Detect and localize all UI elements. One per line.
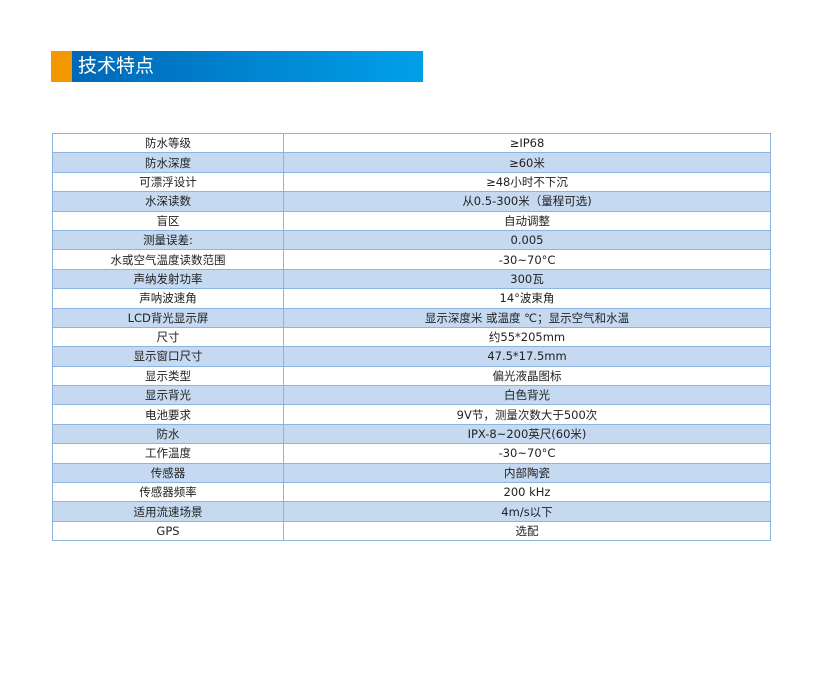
- section-header: 技术特点: [51, 51, 423, 82]
- table-row: 防水深度 ≥60米: [52, 152, 771, 173]
- section-title: 技术特点: [72, 51, 423, 82]
- spec-value: 约55*205mm: [283, 326, 771, 348]
- spec-name: 传感器: [52, 462, 284, 484]
- spec-name: 显示窗口尺寸: [52, 346, 284, 367]
- table-row: LCD背光显示屏 显示深度米 或温度 ℃；显示空气和水温: [52, 307, 771, 328]
- table-row: 适用流速场景 4m/s以下: [52, 501, 771, 522]
- spec-name: 工作温度: [52, 443, 284, 464]
- spec-value: 内部陶瓷: [283, 462, 771, 484]
- spec-value: 0.005: [283, 229, 771, 251]
- table-row: GPS 选配: [52, 520, 771, 542]
- spec-name: LCD背光显示屏: [52, 307, 284, 328]
- spec-value: 偏光液晶图标: [283, 365, 771, 387]
- spec-table: 防水等级 ≥IP68 防水深度 ≥60米 可漂浮设计 ≥48小时不下沉 水深读数 从0.5-3…: [52, 132, 771, 542]
- table-row: 可漂浮设计 ≥48小时不下沉: [52, 171, 771, 193]
- spec-name: 防水深度: [52, 152, 284, 173]
- spec-value: 显示深度米 或温度 ℃；显示空气和水温: [283, 307, 771, 328]
- spec-name: 水深读数: [52, 191, 284, 212]
- spec-name: 测量误差:: [52, 229, 284, 251]
- table-row: 显示窗口尺寸 47.5*17.5mm: [52, 346, 771, 367]
- spec-name: 声纳发射功率: [52, 268, 284, 290]
- spec-value: 9V节，测量次数大于500次: [283, 404, 771, 425]
- spec-value: ≥48小时不下沉: [283, 171, 771, 193]
- table-row: 电池要求 9V节，测量次数大于500次: [52, 404, 771, 425]
- table-row: 防水等级 ≥IP68: [52, 132, 771, 154]
- spec-name: 声呐波速角: [52, 288, 284, 309]
- spec-name: 可漂浮设计: [52, 171, 284, 193]
- spec-value: 白色背光: [283, 385, 771, 406]
- spec-value: 200 kHz: [283, 482, 771, 503]
- table-row: 防水 IPX-8~200英尺(60米): [52, 423, 771, 445]
- table-row: 盲区 自动调整: [52, 210, 771, 231]
- table-row: 声纳发射功率 300瓦: [52, 268, 771, 290]
- spec-value: ≥60米: [283, 152, 771, 173]
- spec-name: 防水等级: [52, 132, 284, 154]
- table-row: 水或空气温度读数范围 -30~70°C: [52, 249, 771, 270]
- table-row: 传感器 内部陶瓷: [52, 462, 771, 484]
- table-row: 显示背光 白色背光: [52, 385, 771, 406]
- spec-value: -30~70°C: [283, 443, 771, 464]
- header-accent: [51, 51, 72, 82]
- spec-value: 14°波束角: [283, 288, 771, 309]
- spec-value: 300瓦: [283, 268, 771, 290]
- spec-value: 选配: [283, 520, 771, 542]
- spec-value: 自动调整: [283, 210, 771, 231]
- table-row: 工作温度 -30~70°C: [52, 443, 771, 464]
- table-row: 显示类型 偏光液晶图标: [52, 365, 771, 387]
- table-row: 传感器频率 200 kHz: [52, 482, 771, 503]
- spec-name: 适用流速场景: [52, 501, 284, 522]
- spec-name: 传感器频率: [52, 482, 284, 503]
- spec-name: 水或空气温度读数范围: [52, 249, 284, 270]
- spec-name: 显示背光: [52, 385, 284, 406]
- spec-value: ≥IP68: [283, 132, 771, 154]
- spec-value: IPX-8~200英尺(60米): [283, 423, 771, 445]
- spec-name: 显示类型: [52, 365, 284, 387]
- table-row: 测量误差: 0.005: [52, 229, 771, 251]
- table-row: 声呐波速角 14°波束角: [52, 288, 771, 309]
- spec-name: GPS: [52, 520, 284, 542]
- spec-name: 盲区: [52, 210, 284, 231]
- spec-value: 4m/s以下: [283, 501, 771, 522]
- table-row: 尺寸 约55*205mm: [52, 326, 771, 348]
- spec-name: 电池要求: [52, 404, 284, 425]
- spec-name: 防水: [52, 423, 284, 445]
- spec-name: 尺寸: [52, 326, 284, 348]
- spec-value: 从0.5-300米（量程可选): [283, 191, 771, 212]
- table-row: 水深读数 从0.5-300米（量程可选): [52, 191, 771, 212]
- spec-value: 47.5*17.5mm: [283, 346, 771, 367]
- spec-value: -30~70°C: [283, 249, 771, 270]
